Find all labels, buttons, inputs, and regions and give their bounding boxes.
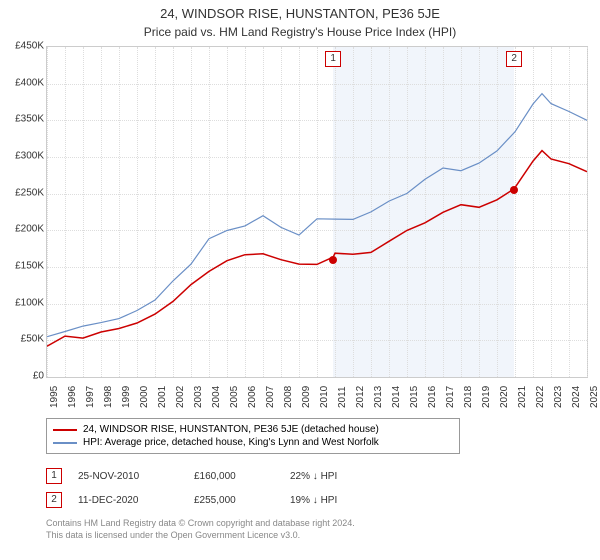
legend: 24, WINDSOR RISE, HUNSTANTON, PE36 5JE (… <box>46 418 460 454</box>
legend-label: HPI: Average price, detached house, King… <box>83 437 379 448</box>
line-series <box>47 47 587 377</box>
chart-title-address: 24, WINDSOR RISE, HUNSTANTON, PE36 5JE <box>0 0 600 21</box>
legend-swatch <box>53 429 77 431</box>
footer-attribution: Contains HM Land Registry data © Crown c… <box>46 518 355 541</box>
footer-line: Contains HM Land Registry data © Crown c… <box>46 518 355 530</box>
transaction-delta: 22% ↓ HPI <box>290 471 370 482</box>
transaction-date: 25-NOV-2010 <box>78 471 178 482</box>
transactions-table: 1 25-NOV-2010 £160,000 22% ↓ HPI 2 11-DE… <box>46 464 370 512</box>
chart-container: 24, WINDSOR RISE, HUNSTANTON, PE36 5JE P… <box>0 0 600 560</box>
transaction-row: 1 25-NOV-2010 £160,000 22% ↓ HPI <box>46 464 370 488</box>
transaction-date: 11-DEC-2020 <box>78 495 178 506</box>
legend-item: HPI: Average price, detached house, King… <box>53 436 453 449</box>
plot-area: 12 <box>46 46 588 378</box>
transaction-delta: 19% ↓ HPI <box>290 495 370 506</box>
transaction-price: £160,000 <box>194 471 274 482</box>
legend-item: 24, WINDSOR RISE, HUNSTANTON, PE36 5JE (… <box>53 423 453 436</box>
transaction-marker-icon: 2 <box>46 492 62 508</box>
footer-line: This data is licensed under the Open Gov… <box>46 530 355 542</box>
chart-title-desc: Price paid vs. HM Land Registry's House … <box>0 21 600 39</box>
transaction-row: 2 11-DEC-2020 £255,000 19% ↓ HPI <box>46 488 370 512</box>
transaction-marker-icon: 1 <box>46 468 62 484</box>
legend-swatch <box>53 442 77 444</box>
transaction-price: £255,000 <box>194 495 274 506</box>
legend-label: 24, WINDSOR RISE, HUNSTANTON, PE36 5JE (… <box>83 424 379 435</box>
